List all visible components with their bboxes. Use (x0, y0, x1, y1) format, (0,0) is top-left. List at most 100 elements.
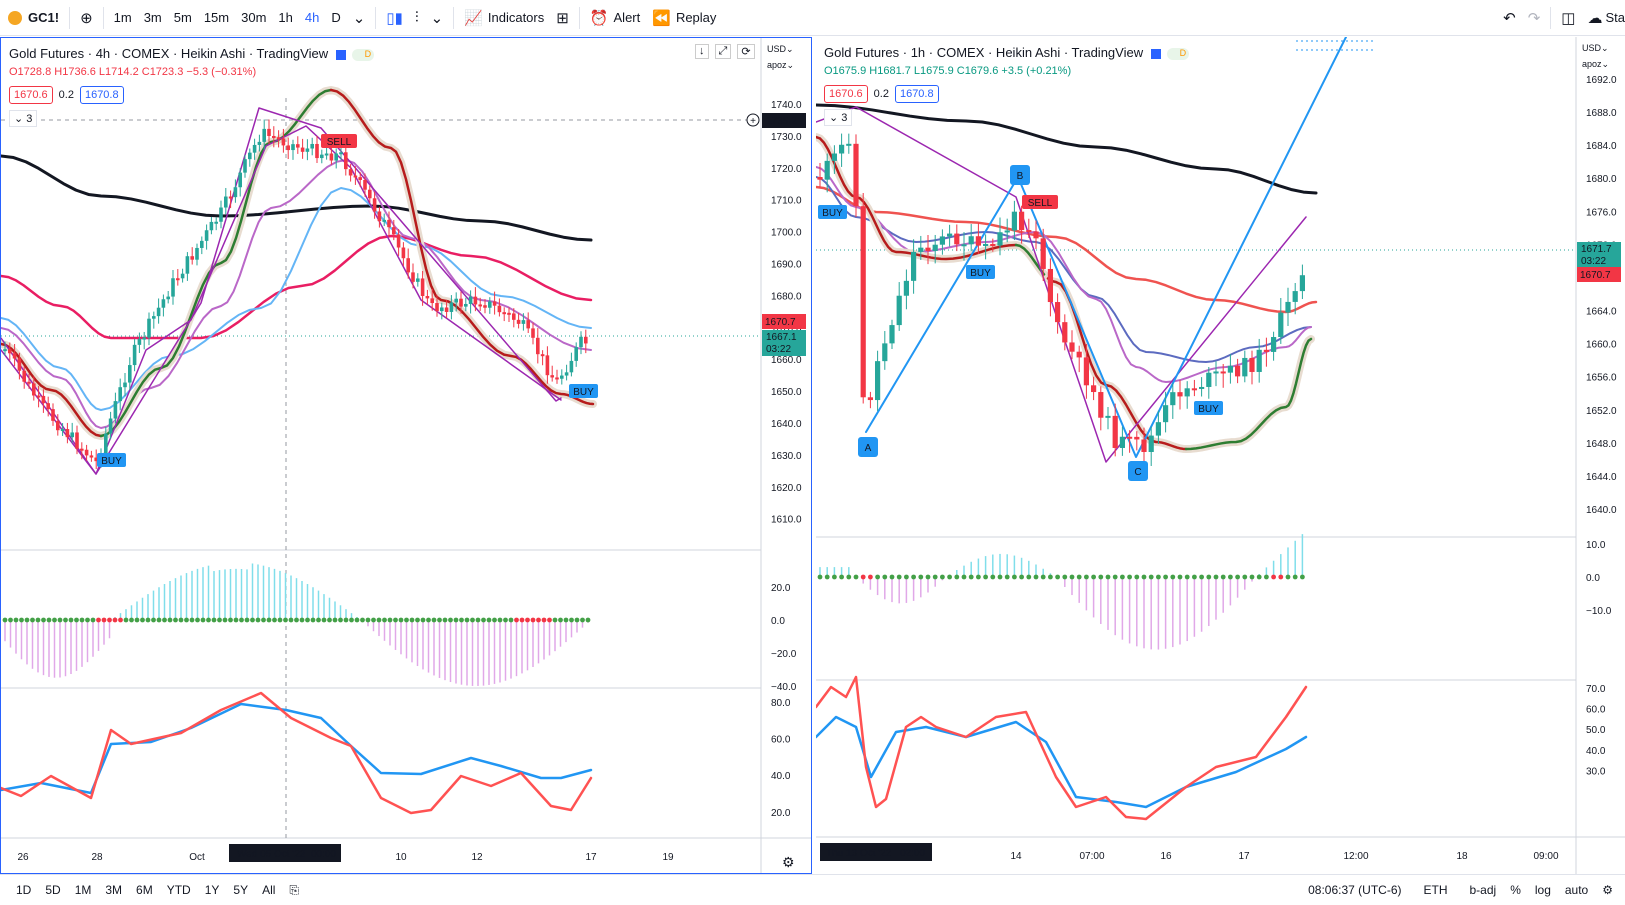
chart-type-dropdown[interactable]: ⌄ (425, 0, 450, 36)
currency-label[interactable]: USD⌄ (1582, 43, 1609, 53)
percent-toggle[interactable]: % (1510, 883, 1521, 897)
scale-mode-label[interactable]: apoz⌄ (1582, 59, 1610, 69)
squeeze-dot (371, 617, 376, 623)
alert-button[interactable]: ⏰ Alert (589, 9, 641, 27)
undo-button[interactable]: ↶ (1497, 0, 1522, 36)
sell-price-chip[interactable]: 1670.6 (9, 86, 53, 104)
squeeze-dot (1084, 574, 1089, 580)
range-5y[interactable]: 5Y (233, 883, 249, 897)
maximize-icon[interactable]: ⤢ (714, 44, 732, 59)
interval-30m[interactable]: 30m (241, 10, 267, 25)
indicators-button[interactable]: 📈 Indicators (464, 9, 545, 27)
price-tick: 1620.0 (771, 483, 802, 494)
candle-body (516, 319, 521, 324)
interval-3m[interactable]: 3m (143, 10, 162, 25)
candle-body (939, 236, 945, 245)
squeeze-dot (74, 617, 79, 623)
indicators-collapse[interactable]: ⌄ 3 (9, 110, 38, 127)
squeeze-dot (1163, 574, 1168, 580)
chart-type-bars[interactable]: ⫶ (409, 0, 425, 36)
squeeze-dot (961, 574, 967, 580)
price-tick: 1644.0 (1586, 472, 1617, 483)
flag-icon[interactable] (1151, 48, 1162, 59)
save-cloud-button[interactable]: ☁ Sta (1587, 9, 1625, 27)
squeeze-dot (497, 617, 503, 623)
candle-body (1148, 435, 1154, 453)
candle-body (459, 298, 463, 307)
symbol-search[interactable]: GC1! (0, 0, 65, 36)
settings-gear-icon[interactable]: ⚙ (1602, 883, 1613, 897)
series-legend-left[interactable]: Gold Futures · 4h · COMEX · Heikin Ashi … (9, 46, 375, 61)
time-tick: 14 (1010, 851, 1022, 862)
series-legend-right[interactable]: Gold Futures · 1h · COMEX · Heikin Ashi … (824, 45, 1190, 60)
goto-date-icon[interactable]: ⎘ (289, 882, 300, 897)
chart-type-candles[interactable]: ▯▮ (380, 0, 409, 36)
candle-body (267, 128, 271, 136)
move-down-icon[interactable]: ↓ (695, 44, 709, 59)
ma-100-line (1, 234, 593, 340)
add-alert-icon[interactable] (746, 113, 760, 127)
interval-1m[interactable]: 1m (113, 10, 132, 25)
indicators-collapse[interactable]: ⌄ 3 (824, 109, 853, 126)
interval-4h[interactable]: 4h (304, 10, 320, 25)
interval-15m[interactable]: 15m (203, 10, 230, 25)
range-ytd[interactable]: YTD (166, 883, 191, 897)
squeeze-dot (1285, 574, 1291, 580)
time-tick: 18 (1456, 851, 1468, 862)
candle-body (1019, 211, 1025, 231)
layout-button[interactable]: ◫ (1555, 0, 1581, 36)
candle-body (324, 153, 329, 156)
sell-price-chip[interactable]: 1670.6 (824, 85, 868, 103)
squeeze-dot (817, 574, 823, 580)
buy-price-chip[interactable]: 1670.8 (79, 86, 124, 104)
range-3m[interactable]: 3M (105, 883, 123, 897)
squeeze-dot (839, 574, 844, 580)
range-1d[interactable]: 1D (16, 883, 32, 897)
settings-gear-icon[interactable]: ⚙ (782, 854, 795, 870)
auto-toggle[interactable]: auto (1564, 883, 1589, 897)
candle-body (1033, 231, 1039, 239)
range-1m[interactable]: 1M (74, 883, 92, 897)
log-toggle[interactable]: log (1534, 883, 1551, 897)
price-tick: 1688.0 (1586, 108, 1617, 119)
chart-pane-left[interactable]: 1740.0 1730.0 1720.0 1710.0 1700.0 1690.0 1680… (0, 37, 812, 874)
range-all[interactable]: All (262, 883, 276, 897)
compare-button[interactable]: ⊕ (74, 0, 99, 36)
chart-canvas-right[interactable]: 1692.01688.01684.01680.01676.01672.01668… (816, 37, 1625, 874)
templates-button[interactable]: ⊞ (550, 0, 575, 36)
candle-body (387, 219, 391, 228)
candle-body (1098, 392, 1104, 418)
interval-5m[interactable]: 5m (173, 10, 192, 25)
price-tick: 1676.0 (1586, 207, 1617, 218)
range-5d[interactable]: 5D (45, 883, 61, 897)
squeeze-dot (24, 617, 30, 623)
session-toggle[interactable]: ETH (1423, 883, 1448, 897)
currency-label[interactable]: USD⌄ (767, 44, 794, 54)
replay-button[interactable]: ⏪ Replay (652, 9, 717, 27)
squeeze-dot (911, 574, 916, 580)
interval-d[interactable]: D (331, 10, 341, 25)
scale-mode-label[interactable]: apoz⌄ (767, 60, 795, 70)
candle-body (464, 303, 468, 307)
macd-tick: −10.0 (1586, 606, 1612, 617)
range-1y[interactable]: 1Y (204, 883, 220, 897)
candle-body (1076, 351, 1082, 358)
squeeze-dot (233, 617, 239, 623)
chart-canvas-left[interactable]: 1740.01730.01720.01710.01700.01690.01680… (1, 38, 812, 874)
redo-button[interactable]: ↷ (1522, 0, 1547, 36)
candle-body (1242, 357, 1248, 377)
candle-body (824, 160, 830, 180)
squeeze-dot (96, 617, 101, 623)
buy-price-chip[interactable]: 1670.8 (894, 85, 939, 103)
interval-dropdown[interactable]: ⌄ (347, 0, 372, 36)
interval-1h[interactable]: 1h (278, 10, 293, 25)
chart-pane-right[interactable]: 1692.01688.01684.01680.01676.01672.01668… (816, 37, 1625, 874)
rsi-tick: 50.0 (1586, 725, 1606, 736)
flag-icon[interactable] (336, 49, 347, 60)
refresh-icon[interactable]: ⟳ (737, 44, 755, 59)
adjustment-toggle[interactable]: b-adj (1469, 883, 1497, 897)
clock-time[interactable]: 08:06:37 (UTC-6) (1308, 883, 1402, 897)
rsi-tick: 80.0 (771, 698, 791, 709)
range-6m[interactable]: 6M (136, 883, 153, 897)
squeeze-dot (552, 617, 558, 623)
